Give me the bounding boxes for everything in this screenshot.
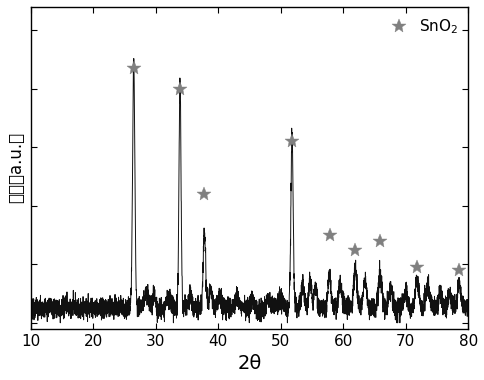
X-axis label: 2θ: 2θ (237, 354, 261, 373)
Legend: SnO$_2$: SnO$_2$ (377, 11, 463, 43)
Y-axis label: 强度（a.u.）: 强度（a.u.） (7, 132, 25, 203)
